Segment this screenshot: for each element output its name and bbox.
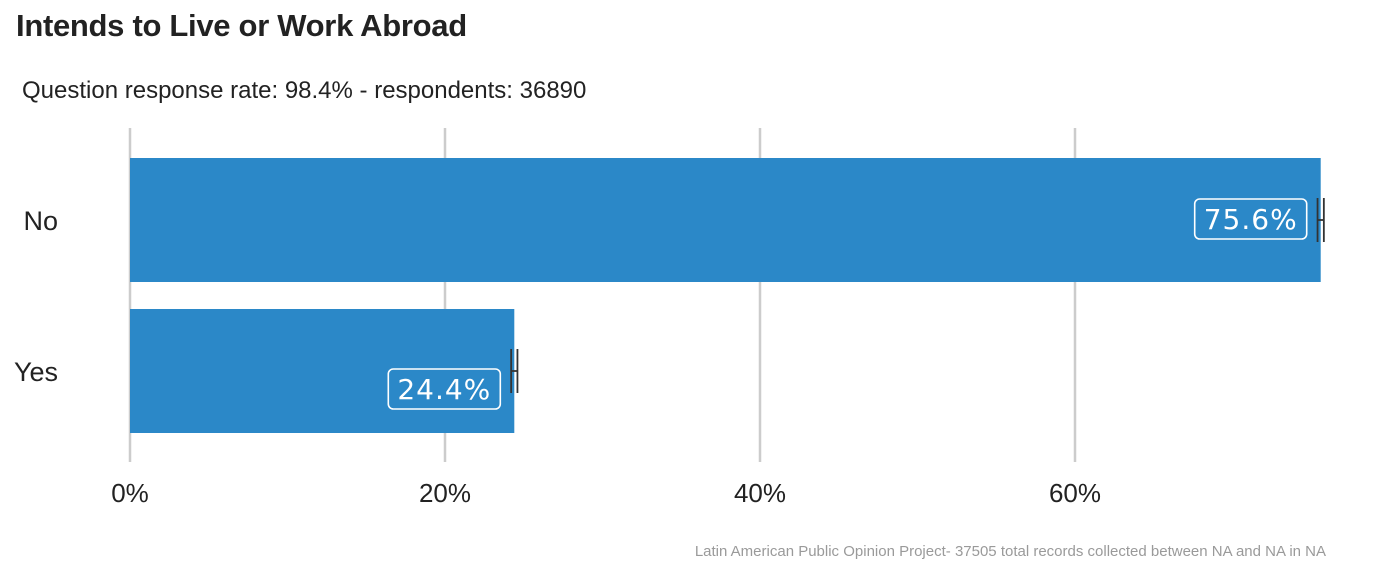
category-label: No <box>23 206 58 236</box>
data-label: 24.4% <box>397 373 491 406</box>
category-label: Yes <box>14 357 58 387</box>
chart-title: Intends to Live or Work Abroad <box>16 8 467 43</box>
x-tick-label: 40% <box>734 478 786 508</box>
error-bar <box>510 349 519 393</box>
error-bar <box>1316 198 1325 242</box>
x-tick-label: 20% <box>419 478 471 508</box>
label-layer: 75.6% 24.4% <box>387 198 1325 410</box>
chart-caption: Latin American Public Opinion Project- 3… <box>694 543 1326 560</box>
bar-layer <box>130 158 1321 433</box>
x-tick-label: 0% <box>111 478 149 508</box>
data-label-box <box>387 368 502 410</box>
data-label: 75.6% <box>1204 203 1298 236</box>
x-tick-label: 60% <box>1049 478 1101 508</box>
data-label-box <box>1193 198 1308 240</box>
bar <box>130 158 1321 282</box>
axis-layer: 0% 20% 40% 60% No Yes <box>14 206 1101 508</box>
chart-subtitle: Question response rate: 98.4% - responde… <box>22 77 587 104</box>
